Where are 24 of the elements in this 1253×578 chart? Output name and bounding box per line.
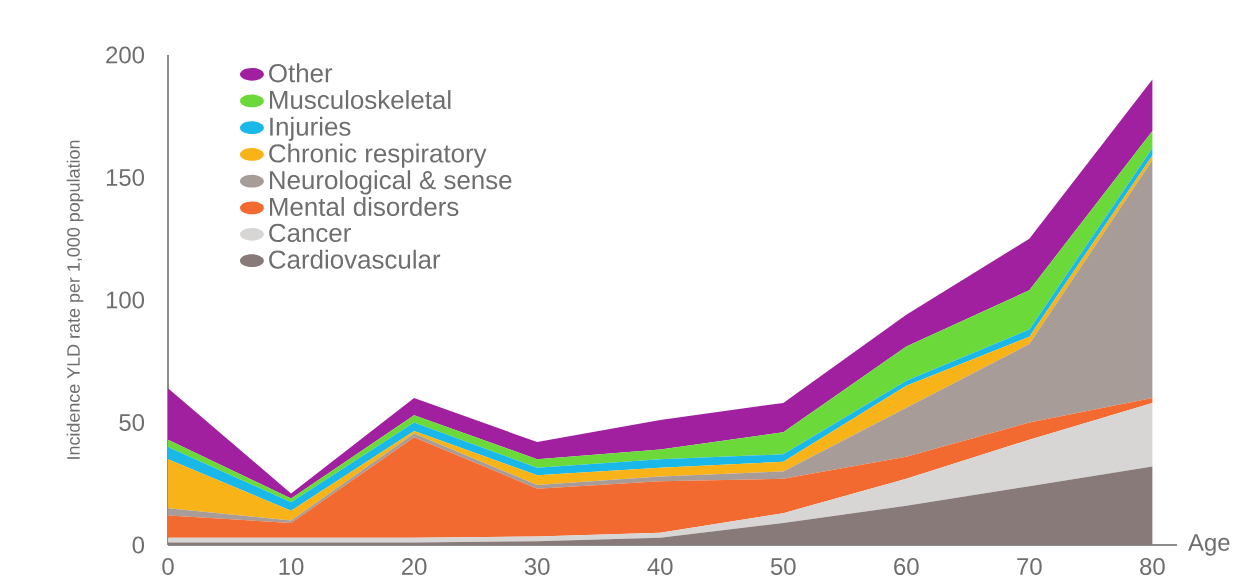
- legend-label: Neurological & sense: [269, 170, 512, 195]
- y-tick-label: 150: [106, 169, 145, 186]
- x-tick-label: 20: [401, 558, 427, 575]
- x-tick-label: 50: [770, 558, 796, 575]
- x-tick-label: 30: [524, 558, 550, 575]
- x-tick-label: 40: [647, 558, 673, 575]
- y-tick-label: 200: [106, 46, 145, 64]
- x-tick-label: 80: [1140, 558, 1165, 575]
- legend-label: Chronic respiratory: [269, 143, 487, 168]
- x-axis-title: Age: [1188, 534, 1230, 556]
- legend-label: Injuries: [270, 116, 351, 141]
- legend-label: Mental disorders: [269, 197, 459, 217]
- legend-label: Cancer: [269, 223, 351, 243]
- x-tick-label: 70: [1017, 558, 1042, 575]
- y-tick-label: 50: [119, 414, 145, 431]
- y-tick-label: 100: [106, 291, 145, 309]
- y-axis-title: Incidence YLD rate per 1,000 population: [66, 140, 84, 459]
- y-tick-label: 0: [132, 536, 145, 554]
- legend-label: Musculoskeletal: [269, 90, 451, 110]
- x-tick-label: 0: [162, 558, 174, 575]
- x-tick-label: 10: [279, 558, 304, 575]
- x-tick-label: 60: [894, 558, 919, 575]
- legend-label: Other: [269, 63, 333, 83]
- legend-label: Cardiovascular: [269, 249, 441, 269]
